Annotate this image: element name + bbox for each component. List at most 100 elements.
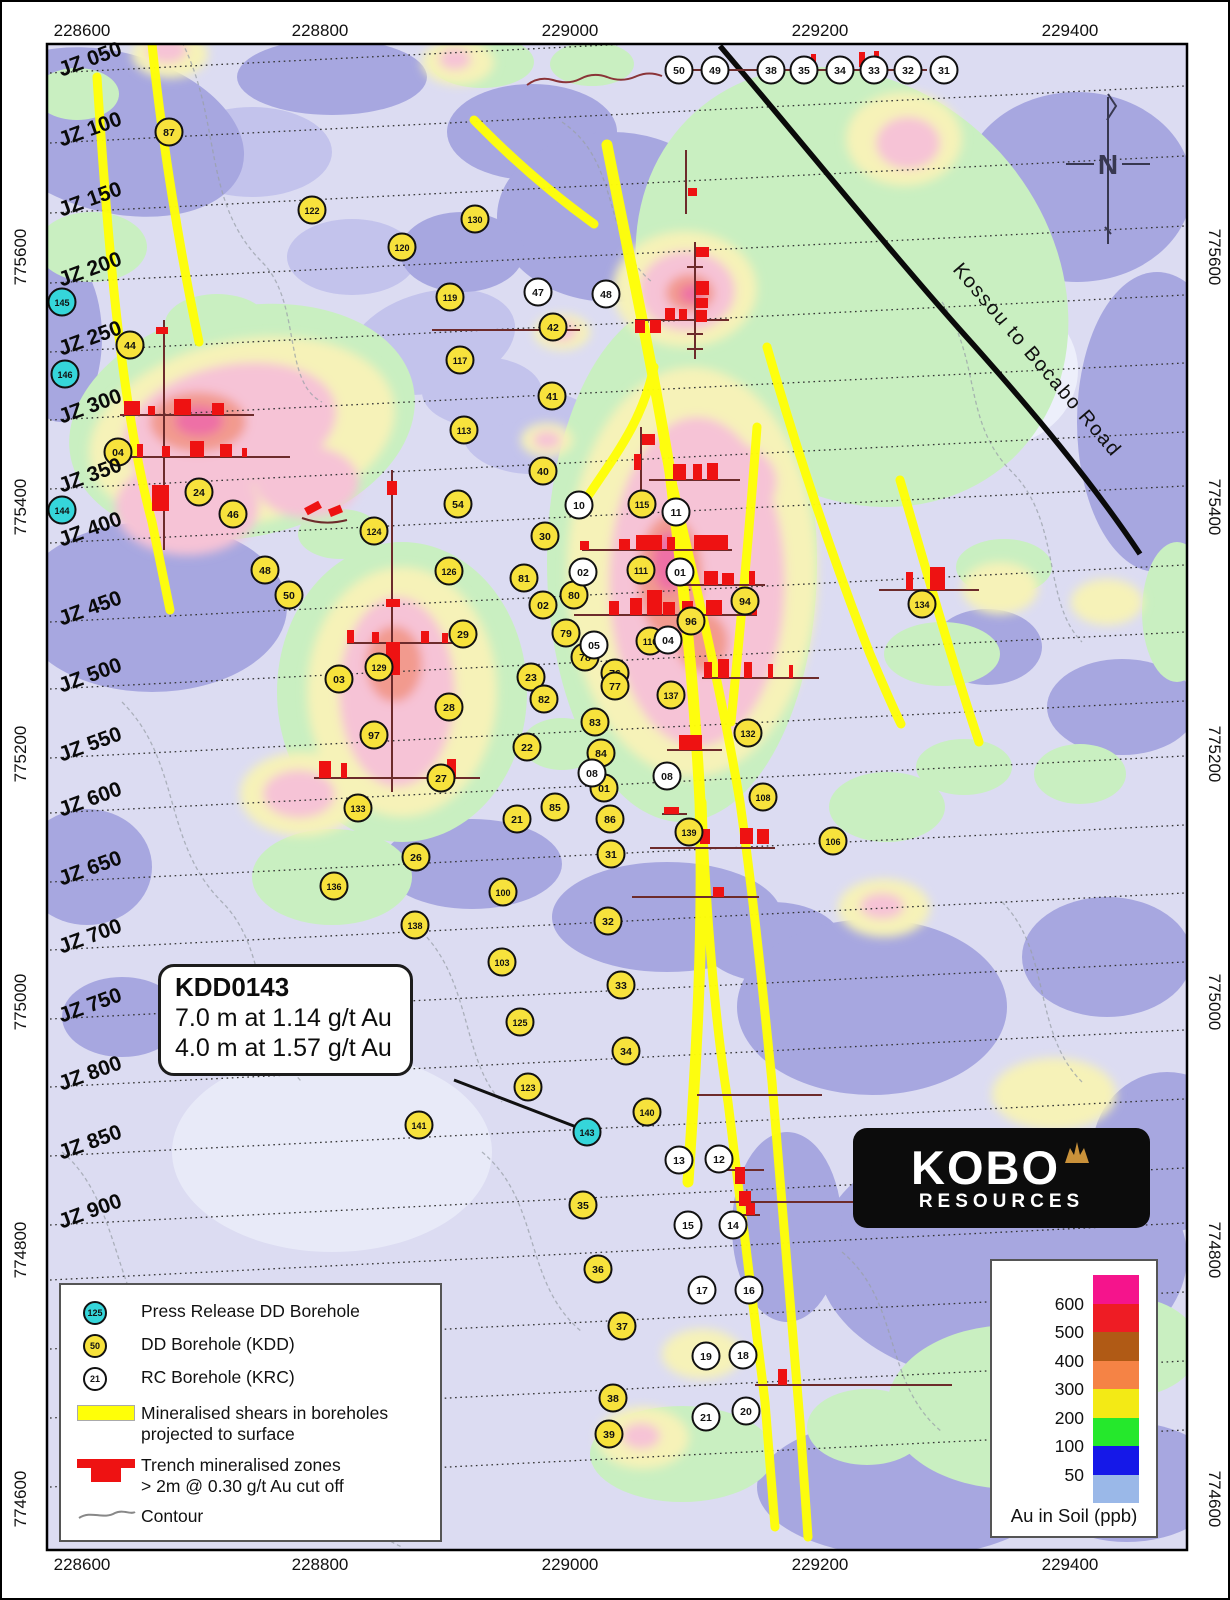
borehole-kdd	[600, 671, 630, 701]
borehole-kdd-id: 117	[453, 356, 468, 366]
north-arrow: N	[1066, 93, 1150, 244]
borehole-kdd	[460, 204, 490, 234]
borehole-kdd	[184, 477, 214, 507]
axis-label-right: 774800	[1205, 1222, 1224, 1279]
axis-label-top: 229200	[792, 21, 849, 40]
borehole-kdd	[626, 555, 656, 585]
borehole-press-release	[47, 495, 77, 525]
borehole-kdd	[568, 1190, 598, 1220]
axis-label-right: 775200	[1205, 726, 1224, 783]
borehole-krc	[718, 1210, 748, 1240]
borehole-krc-id: 49	[709, 65, 721, 77]
borehole-krc	[825, 55, 855, 85]
axis-label-right: 775600	[1205, 229, 1224, 286]
borehole-kdd-id: 83	[589, 717, 601, 729]
borehole-kdd-id: 84	[595, 748, 607, 760]
survey-line	[49, 225, 1186, 284]
axis-label-top: 228800	[292, 21, 349, 40]
borehole-kdd	[324, 664, 354, 694]
borehole-kdd-id: 87	[163, 127, 175, 139]
borehole-kdd-id: 32	[602, 916, 614, 928]
borehole-kdd-id: 46	[227, 509, 239, 521]
logo-wordmark: KOBO	[911, 1140, 1060, 1194]
borehole-krc	[704, 1144, 734, 1174]
borehole-kdd	[449, 415, 479, 445]
scale-segment	[1093, 1360, 1139, 1389]
borehole-krc	[859, 55, 889, 85]
borehole-kdd-id: 44	[124, 340, 136, 352]
borehole-kdd	[434, 692, 464, 722]
borehole-kdd	[115, 330, 145, 360]
borehole-kdd	[103, 437, 133, 467]
borehole-kdd	[274, 580, 304, 610]
borehole-kdd	[359, 720, 389, 750]
borehole-kdd-id: 130	[467, 215, 482, 225]
borehole-press-release	[47, 287, 77, 317]
borehole-press-release-id: 143	[579, 1128, 594, 1138]
borehole-kdd-id: 50	[283, 590, 295, 602]
borehole-kdd-id: 54	[452, 499, 464, 511]
rc-borehole-icon: 21	[83, 1367, 107, 1391]
scale-tick-label: 600	[1054, 1293, 1084, 1314]
map-frame	[45, 42, 1189, 1552]
borehole-kdd-id: 29	[457, 629, 469, 641]
borehole-krc-id: 21	[700, 1412, 712, 1424]
borehole-kdd-id: 21	[511, 814, 523, 826]
survey-line	[49, 85, 1186, 144]
scale-segment	[1093, 1446, 1139, 1475]
borehole-kdd-id: 41	[546, 391, 558, 403]
callout-leader-line	[453, 1078, 580, 1130]
borehole-kdd	[154, 117, 184, 147]
scale-tick-label: 400	[1054, 1350, 1084, 1371]
borehole-press-release-id: 144	[54, 506, 69, 516]
borehole-kdd	[674, 817, 704, 847]
scale-tick-label: 100	[1054, 1436, 1084, 1456]
borehole-kdd-id: 34	[620, 1046, 632, 1058]
borehole-kdd-id: 26	[410, 852, 422, 864]
axis-label-bottom: 229000	[542, 1555, 599, 1574]
borehole-kdd-id: 106	[825, 837, 840, 847]
legend-item-rc-borehole: 21 RC Borehole (KRC)	[77, 1367, 432, 1391]
borehole-kdd	[509, 563, 539, 593]
borehole-krc-id: 02	[577, 567, 589, 579]
borehole-kdd-id: 23	[525, 672, 537, 684]
borehole-kdd-id: 103	[494, 958, 509, 968]
borehole-krc-id: 11	[670, 507, 681, 519]
borehole-kdd	[445, 345, 475, 375]
borehole-krc-id: 33	[868, 65, 880, 77]
borehole-krc-id: 01	[674, 567, 686, 579]
dd-borehole-icon: 50	[83, 1334, 107, 1358]
borehole-kdd-id: 94	[739, 596, 751, 608]
borehole-kdd	[512, 732, 542, 762]
borehole-kdd-id: 119	[443, 293, 458, 303]
borehole-kdd-id: 02	[537, 600, 549, 612]
borehole-kdd	[528, 590, 558, 620]
borehole-krc	[691, 1402, 721, 1432]
borehole-kdd-id: 123	[520, 1083, 535, 1093]
borehole-kdd-id: 120	[394, 243, 409, 253]
borehole-kdd-id: 111	[634, 566, 648, 576]
borehole-krc-id: 31	[938, 65, 950, 77]
road-line	[717, 44, 1143, 556]
borehole-krc	[893, 55, 923, 85]
borehole-kdd	[730, 586, 760, 616]
borehole-kdd	[516, 662, 546, 692]
borehole-kdd-id: 108	[755, 793, 770, 803]
axis-label-left: 775600	[11, 229, 30, 286]
legend-item-press-release: 125 Press Release DD Borehole	[77, 1301, 432, 1325]
borehole-kdd-id: 133	[350, 804, 365, 814]
borehole-kdd-id: 122	[304, 206, 319, 216]
borehole-krc-id: 35	[798, 65, 810, 77]
borehole-kdd-id: 01	[598, 783, 610, 795]
logo-leaf-icon	[1065, 1141, 1089, 1163]
legend-label: DD Borehole (KDD)	[141, 1334, 295, 1354]
borehole-krc-id: 17	[696, 1285, 708, 1297]
borehole-krc	[789, 55, 819, 85]
scale-segment	[1093, 1417, 1139, 1446]
borehole-krc-id: 04	[662, 635, 674, 647]
borehole-kdd	[606, 970, 636, 1000]
borehole-kdd-id: 38	[607, 1393, 619, 1405]
borehole-kdd-id: 125	[512, 1018, 527, 1028]
scale-tick-label: 50	[1064, 1464, 1084, 1485]
map-canvas: 8712213012011942117411134404244648504054…	[47, 44, 1187, 1550]
